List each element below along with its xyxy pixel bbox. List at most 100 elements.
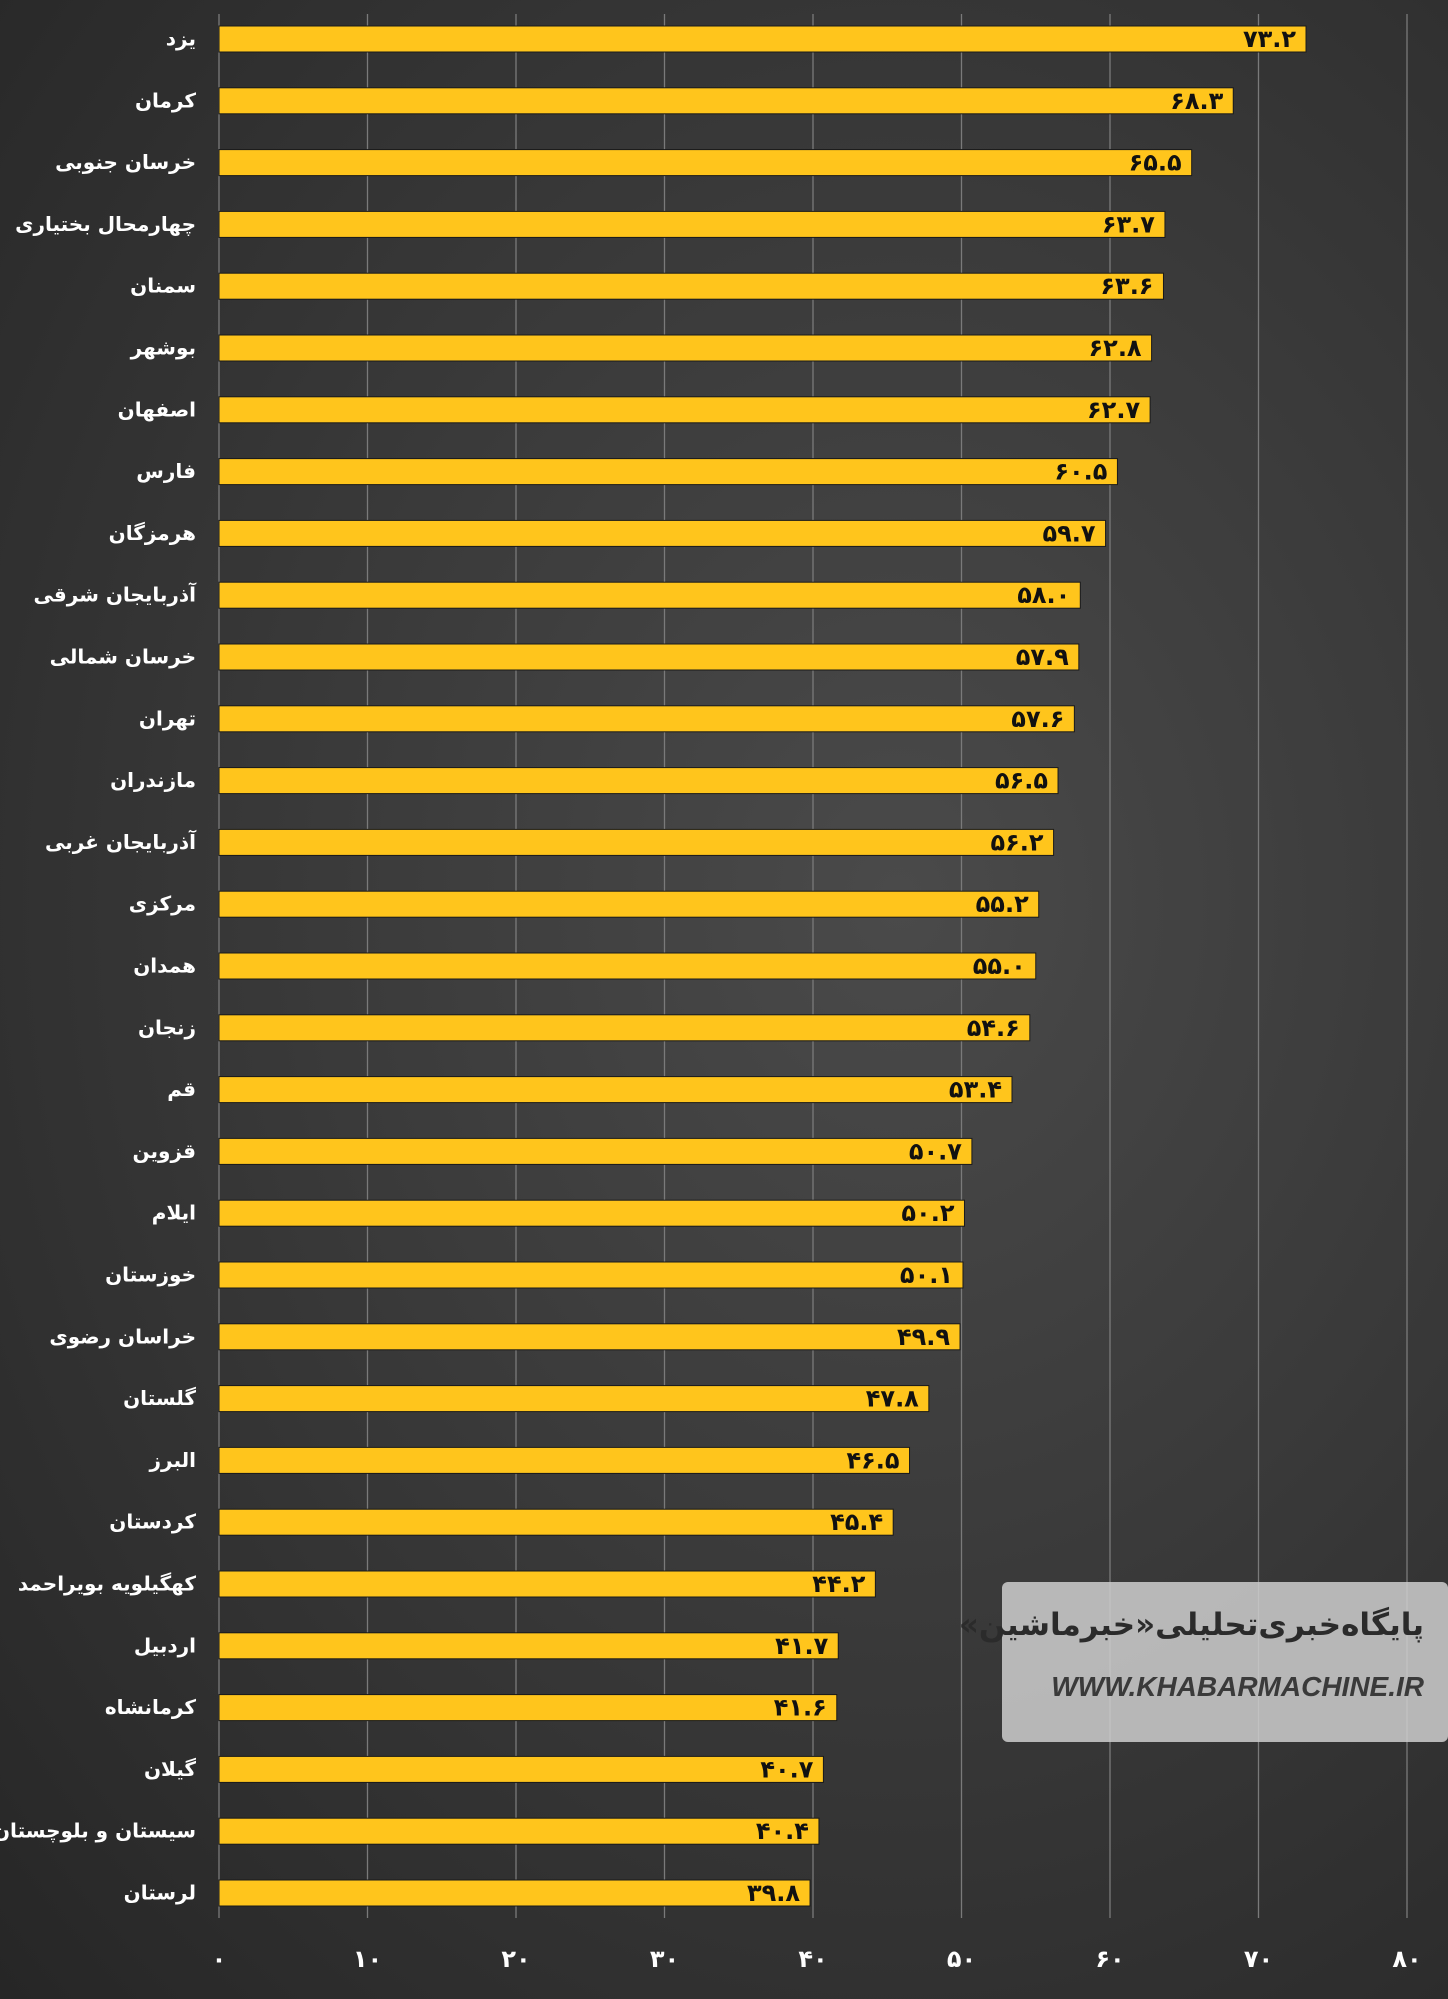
bar xyxy=(218,890,1040,918)
data-label: ۴۹.۹ xyxy=(897,1323,950,1351)
x-tick-label: ۵۰ xyxy=(947,1945,976,1973)
x-tick-label: ۳۰ xyxy=(650,1945,679,1973)
bar xyxy=(218,1755,824,1783)
category-label: گیلان xyxy=(144,1757,196,1781)
data-label: ۶۰.۵ xyxy=(1054,458,1107,486)
data-label: ۶۵.۵ xyxy=(1129,149,1182,177)
x-tick-label: ۴۰ xyxy=(798,1945,827,1973)
category-label: ایلام xyxy=(152,1201,196,1225)
bar xyxy=(218,1323,961,1351)
category-label: خرسان جنوبی xyxy=(55,150,196,174)
category-label: کردستان xyxy=(109,1510,196,1534)
category-label: کرمانشاه xyxy=(105,1695,197,1719)
category-label: خوزستان xyxy=(105,1263,196,1287)
category-label: کرمان xyxy=(135,88,196,112)
category-label: قزوین xyxy=(133,1139,196,1163)
category-label: سمنان xyxy=(130,274,196,298)
bar xyxy=(218,1570,876,1598)
category-label: البرز xyxy=(149,1448,196,1472)
category-label: اصفهان xyxy=(118,397,196,421)
data-label: ۴۴.۲ xyxy=(812,1570,865,1598)
bar xyxy=(218,1879,811,1907)
category-label: همدان xyxy=(133,954,196,978)
x-tick-label: ۸۰ xyxy=(1392,1945,1421,1973)
bar xyxy=(218,519,1107,547)
bar xyxy=(218,1137,973,1165)
data-label: ۵۷.۶ xyxy=(1011,705,1064,733)
category-label: خراسان رضوی xyxy=(49,1324,196,1348)
data-label: ۵۰.۱ xyxy=(900,1261,953,1289)
category-label: فارس xyxy=(136,459,196,483)
category-label: سیستان و بلوچستان xyxy=(0,1819,196,1844)
watermark-box: پایگاه‌خبری‌تحلیلی«خبرماشین» WWW.KHABARM… xyxy=(958,1582,1448,1742)
watermark-url: WWW.KHABARMACHINE.IR xyxy=(1051,1671,1424,1702)
data-label: ۴۱.۷ xyxy=(775,1632,828,1660)
data-label: ۶۲.۷ xyxy=(1087,396,1140,424)
bar xyxy=(218,25,1307,53)
category-label: خرسان شمالی xyxy=(50,645,196,669)
category-label: لرستان xyxy=(124,1881,196,1905)
data-label: ۶۸.۳ xyxy=(1170,87,1223,115)
bar xyxy=(218,149,1193,177)
bar xyxy=(218,581,1081,609)
bar xyxy=(218,1199,965,1227)
data-label: ۵۳.۴ xyxy=(949,1076,1002,1104)
data-label: ۵۷.۹ xyxy=(1016,643,1069,671)
category-label: زنجان xyxy=(138,1015,196,1039)
data-label: ۴۰.۷ xyxy=(760,1755,813,1783)
category-label: آذربایجان شرقی xyxy=(33,582,197,607)
bar xyxy=(218,458,1118,486)
x-tick-label: ۶۰ xyxy=(1095,1945,1124,1973)
data-label: ۵۴.۶ xyxy=(967,1014,1020,1042)
data-label: ۳۹.۸ xyxy=(747,1879,800,1907)
data-label: ۷۳.۲ xyxy=(1243,25,1296,53)
data-label: ۵۹.۷ xyxy=(1042,519,1095,547)
bar xyxy=(218,1385,930,1413)
x-tick-label: ۷۰ xyxy=(1244,1945,1273,1973)
bar xyxy=(218,643,1080,671)
data-label: ۴۰.۴ xyxy=(756,1817,809,1845)
bar xyxy=(218,210,1166,238)
data-label: ۴۶.۵ xyxy=(846,1446,899,1474)
bar xyxy=(218,396,1151,424)
category-label: یزد xyxy=(166,27,196,51)
data-label: ۵۶.۲ xyxy=(991,828,1044,856)
data-label: ۵۵.۲ xyxy=(976,890,1029,918)
data-label: ۵۸.۰ xyxy=(1017,581,1070,609)
category-label: مازندران xyxy=(110,768,196,792)
data-label: ۶۲.۸ xyxy=(1089,334,1142,362)
category-label: هرمزگان xyxy=(109,521,196,545)
data-label: ۶۳.۶ xyxy=(1100,272,1153,300)
bar xyxy=(218,1261,964,1289)
data-label: ۵۰.۷ xyxy=(909,1137,962,1165)
bar xyxy=(218,1817,820,1845)
bar xyxy=(218,828,1055,856)
bar xyxy=(218,334,1153,362)
category-label: بوشهر xyxy=(130,336,196,360)
data-label: ۵۶.۵ xyxy=(995,767,1048,795)
watermark-title: پایگاه‌خبری‌تحلیلی«خبرماشین» xyxy=(958,1607,1424,1643)
bar xyxy=(218,1446,911,1474)
bar xyxy=(218,1694,838,1722)
bar xyxy=(218,767,1059,795)
bar xyxy=(218,1632,839,1660)
x-tick-label: ۰ xyxy=(212,1945,227,1973)
category-label: آذربایجان غربی xyxy=(45,829,197,854)
category-label: کهگیلویه بویراحمد xyxy=(18,1572,197,1596)
data-label: ۶۳.۷ xyxy=(1102,210,1155,238)
bar xyxy=(218,272,1164,300)
bar xyxy=(218,952,1037,980)
data-label: ۴۷.۸ xyxy=(866,1385,919,1413)
bar xyxy=(218,1076,1013,1104)
data-label: ۴۵.۴ xyxy=(830,1508,883,1536)
x-tick-label: ۱۰ xyxy=(353,1945,382,1973)
category-label: گلستان xyxy=(123,1386,196,1410)
category-label: قم xyxy=(167,1077,196,1101)
bar xyxy=(218,87,1234,115)
bar xyxy=(218,705,1075,733)
data-label: ۴۱.۶ xyxy=(774,1694,827,1722)
bar xyxy=(218,1508,894,1536)
category-label: تهران xyxy=(139,706,196,730)
